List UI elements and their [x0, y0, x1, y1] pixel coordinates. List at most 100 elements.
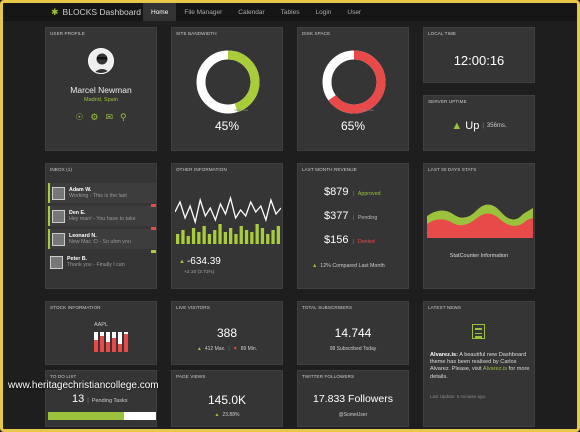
other-value: -634.39: [186, 256, 221, 267]
nav-home[interactable]: Home: [143, 3, 177, 21]
widget-title: User Profile: [50, 31, 85, 36]
spark-bar: [266, 234, 270, 244]
spark-bar: [186, 236, 190, 244]
visitors-value: 388: [216, 326, 238, 340]
sender-avatar: [52, 232, 65, 246]
widget-title: Server Uptime: [428, 99, 467, 104]
subscribers-sub: 98 Subscribed Today: [329, 346, 377, 352]
spark-bar: [213, 230, 217, 244]
revenue-amount: $377: [324, 210, 349, 222]
widget-title: Total Subscribers: [302, 305, 353, 310]
spark-bar: [197, 232, 201, 244]
todo-widget: To Do List 13 | Pending Tasks: [45, 370, 157, 427]
up-arrow-icon: ▲: [312, 263, 318, 269]
live-visitors-widget: Live Visitors 388 ▲ 412 Max. | ▼ 89 Min.: [171, 301, 283, 365]
sender-name: Leonard N.: [69, 232, 97, 239]
news-icon: [472, 324, 485, 339]
total-subscribers-widget: Total Subscribers 14.744 98 Subscribed T…: [297, 301, 409, 365]
page-views-widget: Page Views 145.0K ▲ 23.88%: [171, 370, 283, 427]
nav-calendar[interactable]: Calendar: [238, 8, 265, 16]
pageviews-delta: 23.88%: [222, 412, 240, 418]
revenue-amount: $879: [324, 186, 349, 198]
widget-title: Page Views: [176, 374, 206, 379]
sparkline: [175, 195, 281, 225]
nav-user[interactable]: User: [347, 8, 362, 16]
inbox-message[interactable]: Peter B. Thank you - Finally I can: [48, 252, 156, 272]
disk-space-widget: Disk Space Yearly data 65%: [297, 27, 409, 151]
twitter-value: 17.833 Followers: [313, 393, 393, 405]
news-link[interactable]: Alvarez.is: [482, 366, 508, 373]
brand[interactable]: ✱ BLOCKS Dashboard: [3, 7, 143, 18]
bandwidth-percent: 45%: [214, 119, 240, 133]
mail-icon[interactable]: ✉: [105, 112, 114, 122]
unread-marker: [151, 250, 156, 253]
stock-ticker: AAPL: [93, 322, 109, 328]
visitors-min: 89 Min.: [240, 346, 258, 352]
twitter-handle: @SomeUser: [338, 412, 368, 418]
inbox-message[interactable]: Den E. Hey man! - You have to take: [48, 206, 156, 226]
site-bandwidth-widget: Site Bandwidth Yearly data 45%: [171, 27, 283, 151]
user-profile-widget: User Profile Marcel Newman Madrid, Spain…: [45, 27, 157, 151]
uptime-ping: 356ms.: [486, 123, 507, 129]
inbox-message[interactable]: Adam W. Working - This is the last: [48, 183, 156, 203]
sparkline-bar-chart: [175, 195, 281, 244]
sender-avatar: [52, 209, 65, 223]
uptime-status: Up: [465, 120, 480, 132]
twitter-followers-widget: Twitter Followers 17.833 Followers @Some…: [297, 370, 409, 427]
up-arrow-icon: ▲: [451, 120, 463, 132]
key-icon[interactable]: ⚲: [120, 112, 127, 122]
spark-bar: [234, 234, 238, 244]
widget-title: Latest News: [428, 305, 462, 310]
gear-icon[interactable]: ⚙: [90, 112, 99, 122]
unread-marker: [151, 204, 156, 207]
latest-news-widget: Latest News Alvarez.is: A beautiful new …: [423, 301, 535, 427]
donut-arc: [322, 50, 386, 114]
user-icon[interactable]: ☉: [75, 112, 84, 122]
inbox-widget: Inbox (1) Adam W. Working - This is the l…: [45, 163, 157, 289]
spark-bar: [239, 226, 243, 244]
news-updated: Last Update: 5 minutes ago.: [430, 394, 487, 399]
other-sub: +2.10 (3.71%): [184, 270, 215, 275]
spark-bar: [181, 230, 185, 244]
clock-value: 12:00:16: [453, 53, 505, 68]
widget-title: Last Month Revenue: [302, 167, 357, 172]
sender-avatar: [50, 255, 63, 269]
local-time-widget: Local Time 12:00:16: [423, 27, 535, 83]
news-after: for more details.: [430, 366, 530, 380]
top-navbar: ✱ BLOCKS Dashboard Home File Manager Cal…: [3, 3, 577, 21]
revenue-label: Denied: [357, 239, 375, 245]
widget-title: Last 30 Days Stats: [428, 167, 477, 172]
donut-legend: Yearly data: [234, 108, 248, 112]
nav-tables[interactable]: Tables: [280, 8, 300, 16]
sender-name: Peter B.: [67, 255, 88, 262]
inbox-message[interactable]: Leonard N. New Mac :D - So uhm you: [48, 229, 156, 249]
watermark-text: www.heritagechristiancollege.com: [8, 380, 159, 391]
pageviews-value: 145.0K: [207, 393, 247, 407]
visitors-max: 412 Max.: [204, 346, 226, 352]
stock-information-widget: Stock Information AAPL: [45, 301, 157, 365]
gear-logo-icon: ✱: [51, 6, 59, 17]
news-text: A beautiful new Dashboard theme has been…: [430, 352, 527, 373]
widget-title: Disk Space: [302, 31, 331, 36]
stats30-caption: StatCounter Information: [449, 253, 509, 259]
revenue-compare: 12% Compared Last Month: [320, 263, 385, 269]
profile-name: Marcel Newman: [70, 85, 132, 95]
last-30-days-widget: Last 30 Days Stats StatCounter Informati…: [423, 163, 535, 289]
stock-bar-chart: [94, 332, 128, 352]
todo-label: Pending Tasks: [91, 398, 128, 404]
spark-bar: [202, 226, 206, 244]
sender-name: Den E.: [69, 209, 86, 216]
todo-progress-fill: [48, 412, 124, 420]
spark-bar: [244, 230, 249, 244]
spark-bar: [255, 224, 259, 244]
message-subject: Working - This is the last: [69, 193, 127, 199]
bandwidth-donut: [196, 50, 260, 114]
widget-title: Site Bandwidth: [176, 31, 217, 36]
other-information-widget: Other Information ▲ -634.39 +2.10 (3.71%…: [171, 163, 283, 289]
nav-login[interactable]: Login: [315, 8, 332, 16]
spark-bar: [176, 234, 180, 244]
nav-file-manager[interactable]: File Manager: [184, 8, 223, 16]
widget-title: Live Visitors: [176, 305, 210, 310]
sender-avatar: [52, 186, 65, 200]
subscribers-value: 14.744: [334, 326, 372, 340]
